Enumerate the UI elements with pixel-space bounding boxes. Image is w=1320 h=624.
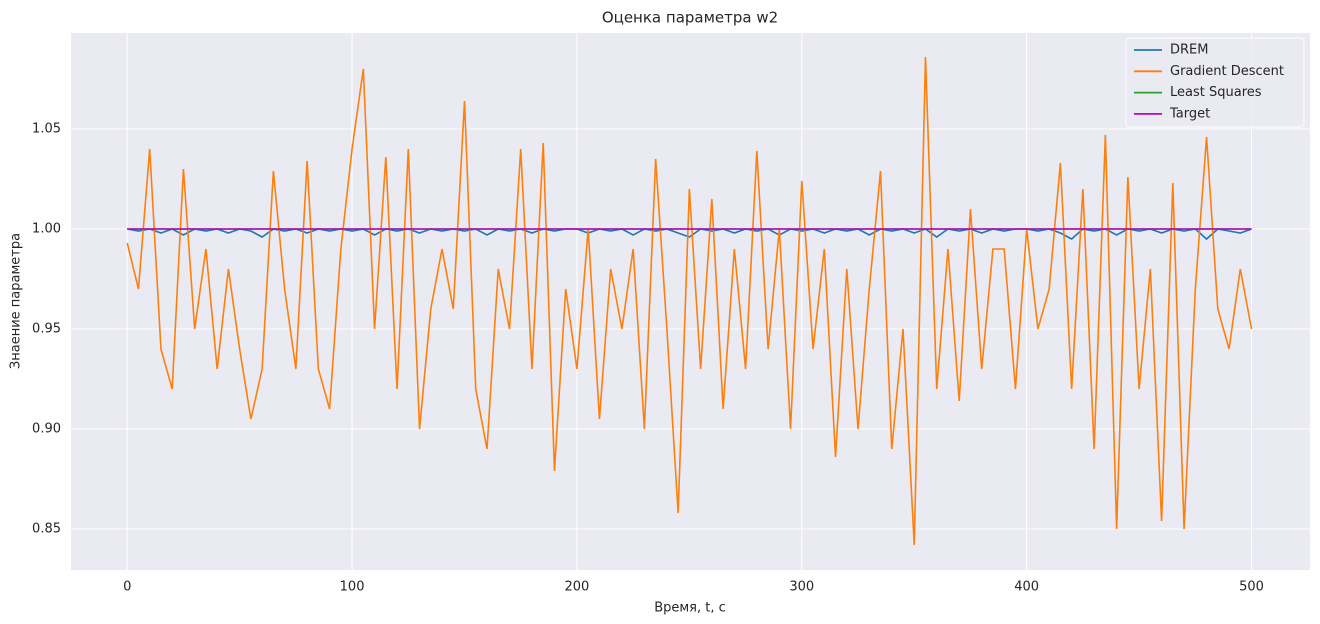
y-tick-label: 1.05 (32, 122, 61, 137)
x-tick-label: 100 (340, 580, 365, 595)
legend: DREM Gradient Descent Least Squares Target (1125, 37, 1305, 128)
y-axis-label: Знаение параметра (9, 233, 24, 369)
x-tick-label: 400 (1014, 580, 1039, 595)
y-tick-label: 0.90 (32, 422, 61, 437)
series-line (126, 56, 1253, 546)
y-tick-label: 0.85 (32, 522, 61, 537)
legend-label: Gradient Descent (1170, 64, 1284, 79)
x-axis-label: Время, t, с (654, 601, 726, 616)
legend-box (1125, 37, 1305, 128)
chart-title: Оценка параметра w2 (602, 9, 778, 27)
x-tick-label: 0 (123, 580, 131, 595)
x-tick-label: 500 (1239, 580, 1264, 595)
plot-area (71, 33, 1310, 570)
y-tick-label: 0.95 (32, 322, 61, 337)
x-tick-label: 300 (789, 580, 814, 595)
legend-label: Target (1169, 106, 1210, 121)
legend-label: Least Squares (1170, 85, 1262, 100)
lines (126, 56, 1253, 546)
legend-label: DREM (1170, 43, 1208, 58)
x-tick-label: 200 (565, 580, 590, 595)
y-tick-label: 1.00 (32, 222, 61, 237)
